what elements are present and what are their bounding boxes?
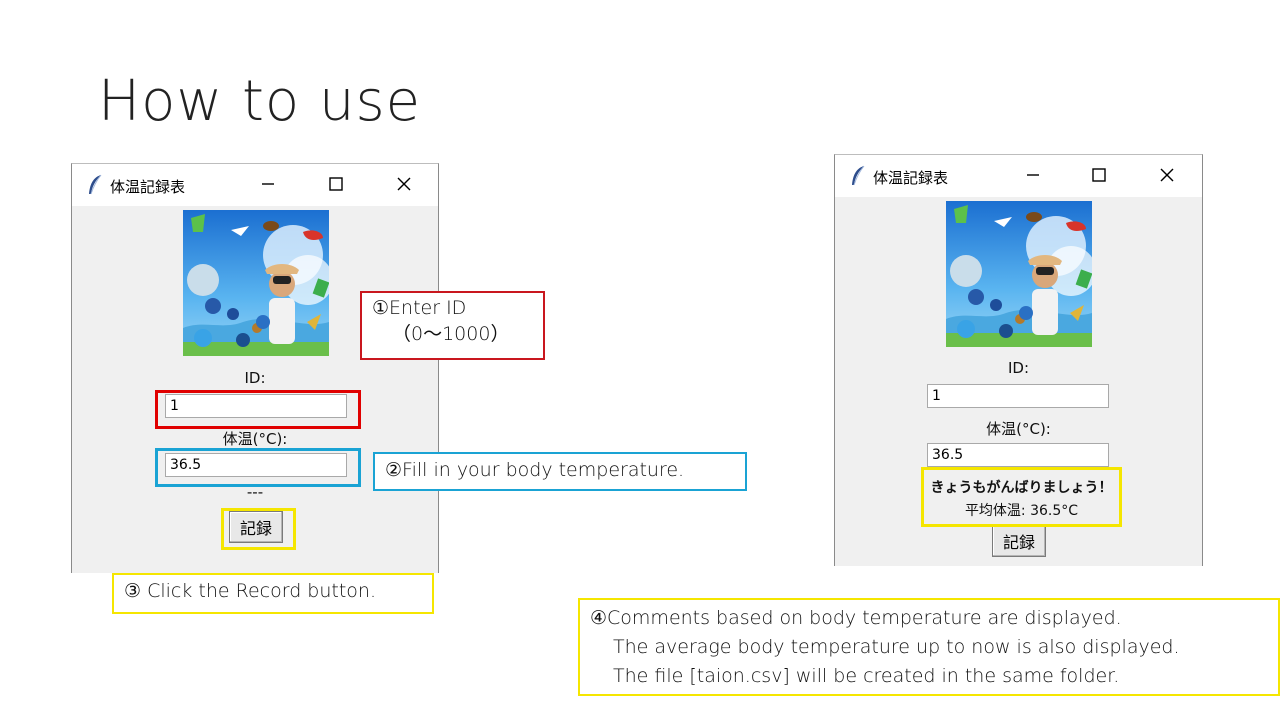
step4-line3: The file [taion.csv] will be created in … [613,665,1120,687]
temperature-label: 体温(°C): [986,420,1051,438]
record-button[interactable]: 記録 [229,511,283,543]
id-input[interactable] [927,384,1109,408]
window-body: ID: 体温(°C): 記録 [835,197,1202,566]
window-right: 体温記録表 [834,154,1203,566]
step4-line2: The average body temperature up to now i… [613,636,1180,658]
id-label: ID: [1007,359,1030,377]
id-input[interactable] [165,394,347,418]
window-body: ID: 体温(°C): --- 記録 [72,206,438,573]
step4-callout: ④Comments based on body temperature are … [578,598,1280,696]
step1-callout: ①Enter ID （0～1000） [360,291,545,360]
collage-image [183,210,329,356]
status-text: --- [246,483,264,501]
minimize-icon[interactable] [1021,163,1045,187]
collage-image [946,201,1092,347]
temperature-input[interactable] [927,443,1109,467]
maximize-icon[interactable] [324,172,348,196]
title-bar: 体温記録表 [72,164,438,206]
step4-line1: ④Comments based on body temperature are … [590,607,1122,629]
close-icon[interactable] [392,172,416,196]
step1-title: ①Enter ID [372,297,467,319]
minimize-icon[interactable] [256,172,280,196]
window-title: 体温記録表 [110,178,186,196]
window-title: 体温記録表 [873,169,949,187]
feather-icon [852,165,865,186]
temperature-label: 体温(°C): [222,430,288,448]
slide-title: How to use [98,69,422,134]
close-icon[interactable] [1155,163,1179,187]
step1-range: （0～1000） [392,323,510,345]
step3-text: ③ Click the Record button. [124,580,377,602]
step2-text: ②Fill in your body temperature. [385,459,685,481]
temperature-input[interactable] [165,453,347,477]
step3-callout: ③ Click the Record button. [112,573,434,614]
window-left: 体温記録表 [71,163,439,573]
title-bar: 体温記録表 [835,155,1202,197]
record-button[interactable]: 記録 [992,525,1046,557]
id-label: ID: [244,369,266,387]
feather-icon [89,174,102,195]
step2-callout: ②Fill in your body temperature. [373,452,747,491]
maximize-icon[interactable] [1087,163,1111,187]
